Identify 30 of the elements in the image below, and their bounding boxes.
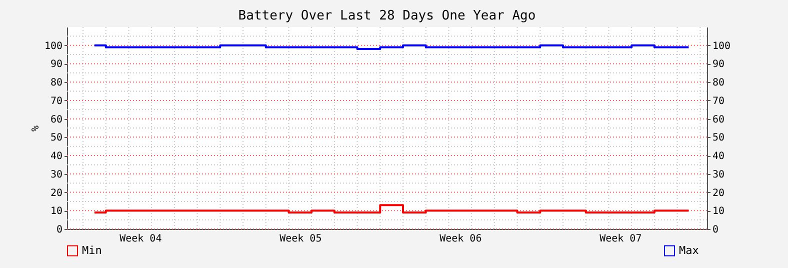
y2-tick-label: 10	[712, 206, 725, 218]
x-tick-label: Week 04	[120, 234, 162, 244]
y2-tick-label: 30	[712, 169, 725, 180]
x-tick-label: Week 06	[440, 234, 482, 244]
legend-label: Min	[82, 244, 102, 257]
y2-tick-label: 80	[712, 78, 725, 89]
x-tick-label: Week 07	[600, 234, 642, 244]
y-tick-label: 50	[50, 132, 62, 144]
y-tick-label: 70	[50, 96, 62, 107]
y2-tick-label: 20	[712, 188, 725, 199]
y2-tick-label: 50	[712, 132, 725, 144]
y-tick-label: 30	[50, 169, 62, 180]
y-tick-label: 20	[50, 188, 62, 199]
y2-tick-label: 60	[712, 114, 725, 126]
y-tick-label: 100	[44, 40, 62, 52]
y2-tick-label: 0	[712, 224, 719, 236]
y-tick-label: 10	[50, 206, 62, 218]
y-tick-label: 0	[56, 224, 62, 236]
y2-tick-label: 40	[712, 151, 725, 162]
y2-tick-label: 90	[712, 59, 725, 70]
legend-label: Max	[679, 244, 700, 257]
y-tick-label: 40	[50, 151, 62, 162]
x-tick-label: Week 05	[280, 234, 322, 244]
y-tick-label: 80	[50, 78, 62, 89]
y-tick-label: 90	[50, 59, 62, 70]
chart-title: Battery Over Last 28 Days One Year Ago	[238, 8, 536, 24]
y2-tick-label: 70	[712, 96, 725, 107]
y-tick-label: 60	[50, 114, 62, 126]
y2-tick-label: 100	[712, 40, 731, 52]
y-axis-title: %	[30, 125, 42, 132]
